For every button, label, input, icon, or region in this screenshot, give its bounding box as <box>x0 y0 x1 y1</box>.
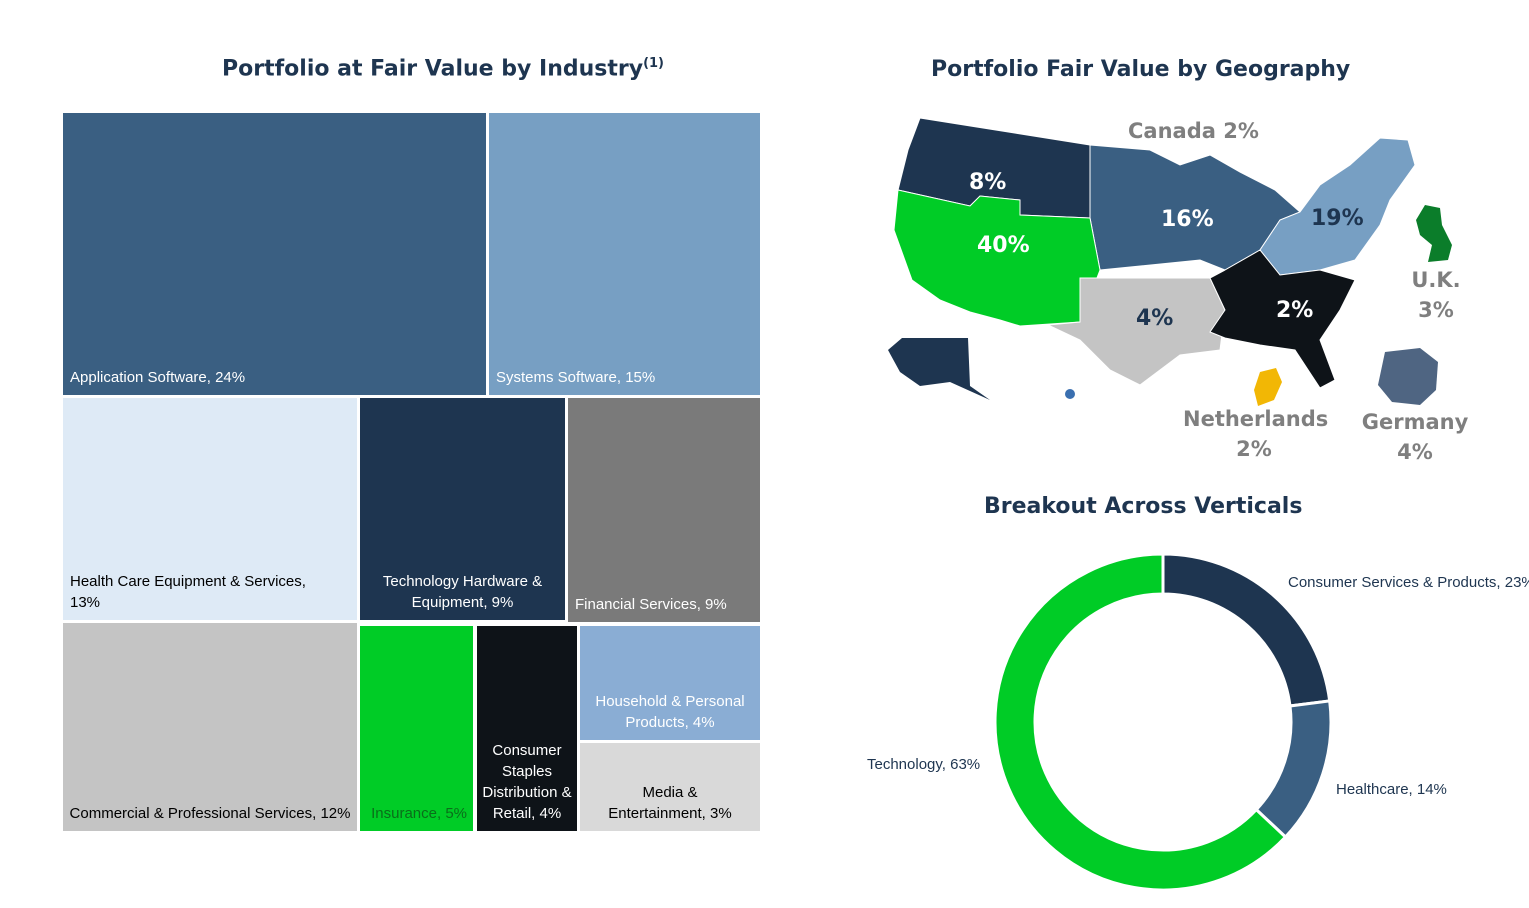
tile-label: Media & Entertainment, 3% <box>608 784 732 822</box>
donut-label-technology: Technology, 63% <box>867 756 981 773</box>
label-germany: Germany 4% <box>1360 407 1470 467</box>
footnote-marker: (1) <box>643 56 664 71</box>
tile-label: Household & Personal Products, 4% <box>595 693 745 731</box>
label-canada: Canada 2% <box>1128 119 1259 143</box>
tile-label: Insurance, 5% <box>371 805 467 822</box>
donut-slice-healthcare <box>1254 699 1333 840</box>
verticals-chart-title: Breakout Across Verticals <box>984 494 1303 519</box>
label-west-pct: 40% <box>977 233 1030 258</box>
label-uk-pct: 3% <box>1418 298 1454 322</box>
label-northwest-pct: 8% <box>969 170 1007 195</box>
germany-shape <box>1378 348 1438 405</box>
label-germany-pct: 4% <box>1397 440 1433 464</box>
label-germany-name: Germany <box>1361 410 1469 434</box>
tile-technology-hardware: Technology Hardware & Equipment, 9% <box>360 398 565 620</box>
donut-slice-technology <box>993 552 1288 892</box>
industry-title-text: Portfolio at Fair Value by Industry <box>222 56 644 82</box>
tile-consumer-staples: Consumer Staples Distribution & Retail, … <box>477 626 577 831</box>
label-south-central-pct: 4% <box>1136 306 1174 331</box>
industry-chart-title: Portfolio at Fair Value by Industry(1) <box>222 56 664 81</box>
hawaii-shape <box>1065 389 1075 399</box>
label-midwest-pct: 16% <box>1161 207 1214 232</box>
tile-financial-services: Financial Services, 9% <box>568 398 760 622</box>
uk-shape <box>1416 205 1452 262</box>
tile-insurance: Insurance, 5% <box>360 626 473 831</box>
geography-chart-title: Portfolio Fair Value by Geography <box>931 57 1351 82</box>
tile-label: Technology Hardware & Equipment, 9% <box>382 573 543 611</box>
tile-label: Systems Software, 15% <box>496 369 656 386</box>
geography-map <box>888 117 1452 406</box>
donut-label-healthcare: Healthcare, 14% <box>1336 781 1447 798</box>
label-uk-name: U.K. <box>1411 268 1461 292</box>
tile-label: Health Care Equipment & Services, 13% <box>70 573 306 611</box>
tile-label: Commercial & Professional Services, 12% <box>69 805 351 822</box>
verticals-donut-chart <box>993 552 1333 892</box>
netherlands-shape <box>1254 368 1282 406</box>
region-southeast <box>1209 249 1356 389</box>
label-netherlands: Netherlands 2% <box>1183 404 1329 464</box>
tile-label: Consumer Staples Distribution & Retail, … <box>482 742 572 822</box>
donut-label-consumer: Consumer Services & Products, 23% <box>1288 574 1529 591</box>
tile-commercial-services: Commercial & Professional Services, 12% <box>63 623 357 831</box>
tile-household-products: Household & Personal Products, 4% <box>580 626 760 740</box>
tile-label: Financial Services, 9% <box>575 596 727 613</box>
label-netherlands-pct: 2% <box>1236 437 1272 461</box>
tile-label: Application Software, 24% <box>70 369 246 386</box>
tile-media-entertainment: Media & Entertainment, 3% <box>580 743 760 831</box>
label-netherlands-name: Netherlands <box>1183 407 1329 431</box>
label-uk: U.K. 3% <box>1405 265 1467 325</box>
tile-application-software: Application Software, 24% <box>63 113 486 395</box>
tile-health-care: Health Care Equipment & Services, 13% <box>63 398 357 620</box>
tile-systems-software: Systems Software, 15% <box>489 113 760 395</box>
label-northeast-pct: 19% <box>1311 206 1364 231</box>
label-southeast-pct: 2% <box>1276 298 1314 323</box>
alaska-shape <box>888 338 990 400</box>
